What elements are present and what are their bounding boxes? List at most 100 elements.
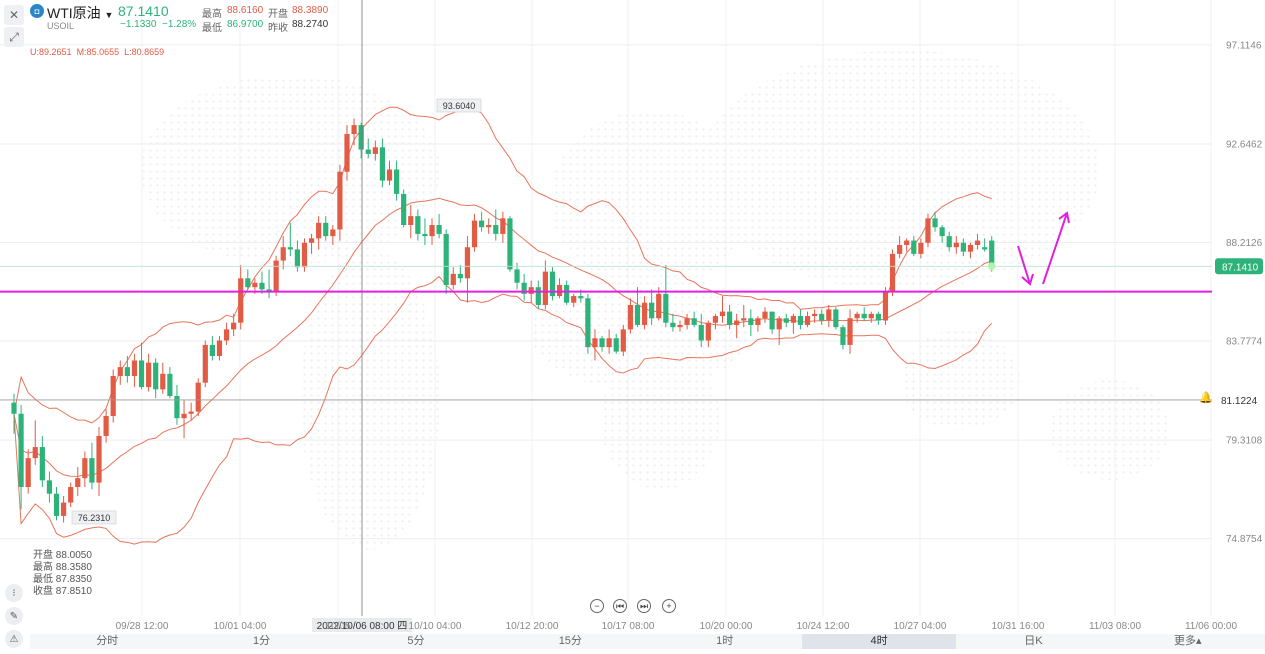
pencil-icon[interactable]: ✎ (5, 607, 23, 625)
instrument-icon: ◘ (30, 4, 44, 18)
chevron-down-icon[interactable]: ▼ (104, 10, 114, 20)
candle-body (174, 395, 180, 419)
drawing-tools-icon[interactable]: ⁝ (5, 584, 23, 602)
candle (974, 233, 981, 250)
candle-body (741, 318, 747, 321)
candle (53, 487, 60, 521)
candle-body (776, 318, 782, 330)
candle (797, 309, 804, 330)
candle (273, 256, 279, 297)
candle-body (634, 304, 641, 325)
zoom-out-icon[interactable]: − (590, 599, 604, 613)
candle-body (479, 220, 485, 228)
tab-daily[interactable]: 日K (1024, 635, 1043, 647)
candle-body (514, 269, 520, 283)
tab-4hour[interactable]: 4时 (801, 634, 957, 649)
candle-body (457, 273, 463, 279)
candle (223, 322, 230, 345)
candle (606, 329, 612, 354)
y-tick-label: 88.2126 (1226, 238, 1263, 249)
candle-body (351, 125, 357, 134)
current-price-label: 87.1410 (1222, 262, 1259, 273)
candle (358, 122, 364, 159)
candle-body (60, 502, 67, 516)
tab-timeshare[interactable]: 分时 (96, 635, 119, 647)
candle (160, 362, 166, 394)
candle-body (110, 376, 116, 416)
candle-body (613, 338, 619, 352)
candle-body (75, 478, 81, 488)
instrument-symbol: USOIL (47, 21, 75, 31)
candle-body (160, 373, 166, 390)
candle (677, 320, 683, 332)
indicator-icon[interactable]: ⚠ (5, 630, 23, 648)
candle (231, 313, 237, 337)
candle-body (840, 327, 846, 345)
candle-body (819, 313, 825, 321)
candle (216, 336, 223, 361)
candle-body (238, 278, 244, 323)
candle-body (620, 329, 626, 352)
candle-body (231, 322, 237, 330)
bb-lower-value: L:80.8659 (124, 47, 165, 57)
candle (932, 211, 938, 232)
candle (46, 471, 53, 503)
candle (804, 311, 811, 328)
x-tick-label: 10/17 08:00 (602, 621, 655, 632)
bar-open: 开盘 88.0050 (33, 550, 92, 561)
candle-body (195, 382, 201, 412)
close-icon[interactable]: ✕ (4, 5, 24, 25)
candle-body (422, 233, 428, 237)
crosshair-label: 2022/10/06 08:00 四 (317, 621, 408, 632)
candle-body (153, 362, 159, 390)
zoom-in-icon[interactable]: + (662, 599, 676, 613)
candle (620, 324, 626, 357)
low-marker-bg (71, 510, 117, 525)
candle (25, 449, 31, 494)
candle-body (486, 225, 492, 228)
candle (415, 209, 421, 241)
x-tick-label: 10/10 04:00 (409, 621, 462, 632)
x-tick-label: 10/31 16:00 (992, 621, 1045, 632)
candle (450, 267, 456, 290)
candle-body (854, 313, 860, 319)
high-marker: 93.6040 (443, 101, 476, 111)
candle-body (783, 318, 789, 323)
y-tick-label: 83.7774 (1226, 336, 1263, 347)
tab-1hour[interactable]: 1时 (716, 635, 734, 647)
candle (833, 307, 839, 330)
x-tick-label: 10/27 04:00 (894, 621, 947, 632)
candle-body (904, 240, 910, 246)
live-dot (987, 262, 996, 271)
candle-body (316, 222, 322, 239)
candle (790, 313, 796, 334)
candle-body (450, 273, 456, 285)
jump-end-icon[interactable]: ⏭ (637, 599, 651, 613)
candle-body (223, 329, 230, 341)
candle (535, 280, 541, 310)
candle (925, 213, 931, 248)
candle (634, 287, 641, 328)
candle-body (528, 287, 534, 294)
candle (39, 435, 45, 488)
candle (344, 125, 350, 181)
x-tick-label: 09/28 12:00 (116, 621, 169, 632)
candle (549, 267, 556, 301)
tab-5min[interactable]: 5分 (407, 635, 425, 647)
candle-body (889, 253, 896, 292)
candle (11, 393, 17, 434)
candle-body (294, 249, 300, 268)
jump-start-icon[interactable]: ⏮ (613, 599, 627, 613)
candle-body (578, 296, 584, 299)
expand-icon[interactable]: ⤢ (4, 27, 24, 47)
candle (967, 242, 974, 259)
tab-more[interactable]: 更多▴ (1174, 635, 1202, 647)
tab-1min[interactable]: 1分 (253, 635, 271, 647)
bell-icon[interactable]: 🔔 (1199, 392, 1213, 404)
tab-15min[interactable]: 15分 (558, 635, 582, 647)
bar-high: 最高 88.3580 (33, 562, 92, 573)
candle (188, 402, 194, 421)
instrument-name[interactable]: WTI原油 ▼ (47, 5, 114, 21)
